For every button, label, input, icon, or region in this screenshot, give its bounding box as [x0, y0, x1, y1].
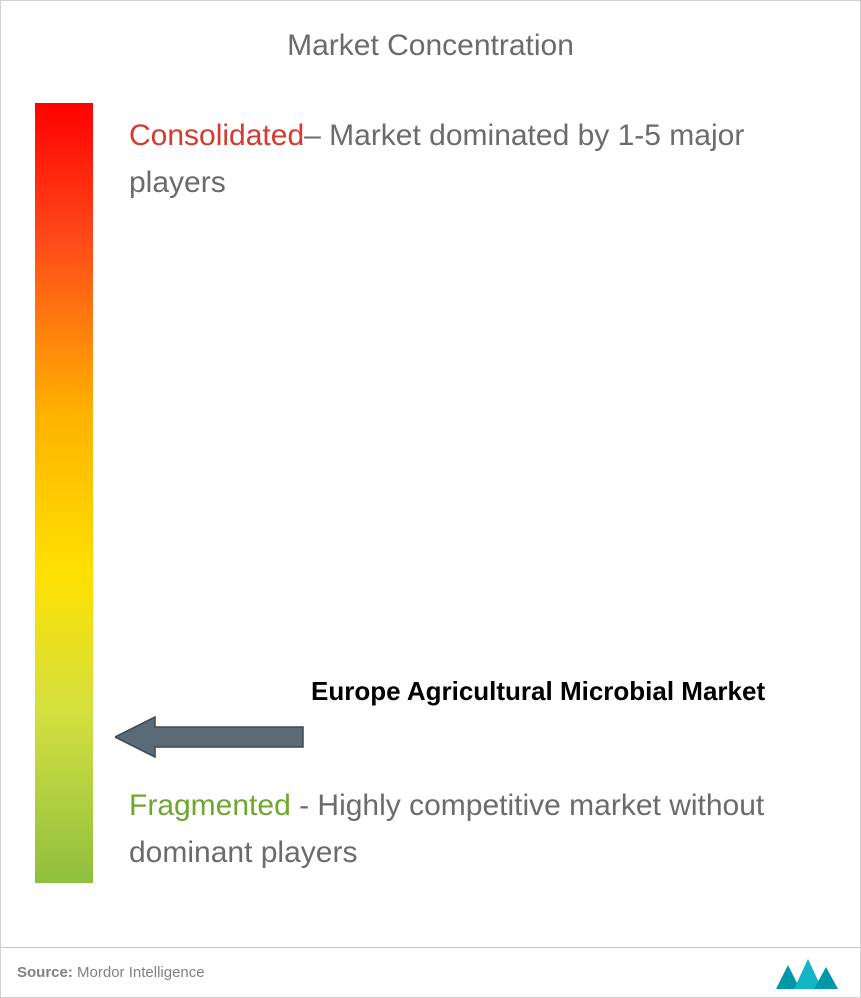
mordor-logo [774, 955, 844, 991]
source-attribution: Source: Mordor Intelligence [17, 964, 205, 981]
source-label: Source: [17, 964, 73, 981]
consolidated-section: Consolidated– Market dominated by 1-5 ma… [129, 113, 809, 206]
market-name-label: Europe Agricultural Microbial Market [311, 675, 801, 709]
concentration-gradient-bar [35, 103, 93, 883]
page-title: Market Concentration [1, 1, 860, 63]
diagram-area: Consolidated– Market dominated by 1-5 ma… [1, 103, 860, 903]
fragmented-label: Fragmented [129, 789, 291, 822]
logo-icon [774, 955, 844, 991]
footer: Source: Mordor Intelligence [1, 947, 860, 997]
source-value: Mordor Intelligence [77, 964, 205, 981]
consolidated-label: Consolidated [129, 119, 304, 152]
fragmented-section: Fragmented - Highly competitive market w… [129, 783, 829, 876]
arrow-left-icon [115, 715, 305, 759]
